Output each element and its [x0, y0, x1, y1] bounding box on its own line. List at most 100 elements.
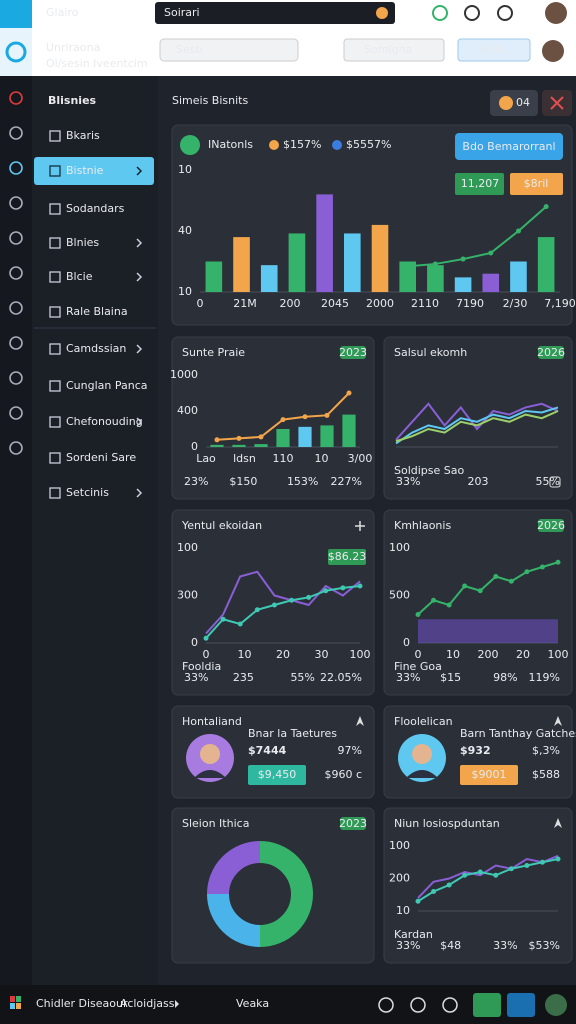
header-button[interactable]	[457, 38, 531, 62]
chevron	[136, 272, 143, 282]
profile-button[interactable]	[460, 765, 518, 785]
active-item[interactable]	[34, 157, 154, 185]
overview-button[interactable]	[455, 133, 563, 160]
pin-icon[interactable]	[554, 716, 562, 726]
pin-icon[interactable]	[554, 818, 562, 828]
sidebar-item: Blnies	[66, 236, 99, 249]
bottom-avatar[interactable]	[545, 994, 567, 1016]
point	[555, 856, 561, 862]
menu-button[interactable]	[0, 0, 32, 28]
header-search[interactable]	[159, 38, 299, 62]
brand-tile	[10, 1003, 15, 1009]
main-title: Simeis Bisnits	[172, 94, 248, 107]
x-tick-label: Lao	[196, 452, 216, 465]
item-icon	[49, 306, 61, 318]
point	[462, 583, 468, 589]
stat: $48	[440, 939, 461, 952]
chat-icon[interactable]	[464, 5, 480, 21]
badge-text: 2023	[339, 346, 367, 359]
rail-icon[interactable]	[9, 301, 23, 315]
point	[431, 597, 437, 603]
bottom-icon[interactable]	[410, 997, 426, 1013]
bar	[320, 425, 334, 447]
point	[493, 872, 499, 878]
profile-pct: 97%	[338, 744, 362, 757]
share-icon[interactable]	[549, 476, 561, 488]
badge	[510, 173, 563, 195]
point	[203, 635, 209, 641]
point	[258, 434, 264, 440]
overview-button-text: Bdo Bemarorranl	[462, 140, 555, 153]
x-tick-label: 7,190	[544, 297, 576, 310]
avatar-body	[406, 770, 438, 778]
rail-icon[interactable]	[9, 371, 23, 385]
user-avatar[interactable]	[545, 2, 567, 24]
donut-segment	[207, 841, 261, 895]
point	[493, 574, 499, 579]
plus-icon[interactable]	[355, 521, 365, 531]
card	[383, 807, 573, 964]
rail-icon[interactable]	[9, 406, 23, 420]
y-tick-label: 500	[389, 589, 410, 602]
point	[236, 435, 242, 441]
stat: 33%	[396, 671, 420, 684]
toggle-button[interactable]	[490, 90, 538, 116]
rail-icon[interactable]	[9, 231, 23, 245]
rail-icon[interactable]	[9, 336, 23, 350]
item-icon	[49, 130, 61, 142]
point	[405, 263, 411, 269]
rail-icon[interactable]	[9, 266, 23, 280]
dropdown[interactable]	[343, 38, 445, 62]
user-avatar-2[interactable]	[542, 40, 564, 62]
bottom-icon[interactable]	[378, 997, 394, 1013]
close-icon	[550, 96, 564, 110]
x-tick-label: 10	[315, 452, 329, 465]
stat: 227%	[331, 475, 362, 488]
y-tick-label: 10	[178, 285, 192, 298]
item-icon	[49, 271, 61, 283]
bottom-action[interactable]	[507, 993, 535, 1017]
profile-value: $932	[460, 744, 491, 757]
point	[539, 859, 545, 865]
profile-name: Bnar la Taetures	[248, 727, 337, 740]
sidebar-item: Cunglan Panca	[66, 379, 148, 392]
search-box[interactable]	[155, 2, 395, 24]
bar	[342, 414, 356, 447]
settings-icon[interactable]	[497, 5, 513, 21]
bar	[537, 237, 555, 292]
bottom-brand: Chidler Diseaour	[36, 997, 128, 1010]
rail-icon[interactable]	[9, 161, 23, 175]
pin-icon[interactable]	[356, 716, 364, 726]
point	[415, 898, 421, 904]
chart-caption: Soldipse Sao	[394, 464, 465, 477]
bar	[344, 233, 361, 292]
chevron	[136, 488, 143, 498]
bottom-menu: Acloidjass	[120, 997, 175, 1010]
rail-icon[interactable]	[9, 196, 23, 210]
icon-rail	[0, 76, 32, 985]
badge-text: 2023	[339, 817, 367, 830]
bar	[233, 237, 250, 292]
point	[524, 569, 530, 575]
point	[323, 588, 329, 594]
chart-caption: Fooldia	[182, 660, 221, 673]
notification-icon[interactable]	[432, 5, 448, 21]
rail-icon[interactable]	[9, 441, 23, 455]
value-badge-text: $86.23	[328, 550, 367, 563]
rail-icon[interactable]	[9, 126, 23, 140]
y-tick-label: 200	[389, 872, 410, 885]
badge-text: 2026	[537, 346, 565, 359]
line	[395, 410, 559, 443]
search-text: Soirari	[164, 6, 200, 19]
x-tick-label: 200	[478, 648, 499, 661]
bottom-action[interactable]	[473, 993, 501, 1017]
stat: 23%	[184, 475, 208, 488]
badge	[538, 519, 564, 532]
bar	[510, 261, 527, 292]
rail-icon[interactable]	[9, 91, 23, 105]
bottom-icon[interactable]	[442, 997, 458, 1013]
profile-button[interactable]	[248, 765, 306, 785]
stat: $15	[440, 671, 461, 684]
brand-icon-box	[0, 28, 32, 76]
item-icon	[49, 416, 61, 428]
